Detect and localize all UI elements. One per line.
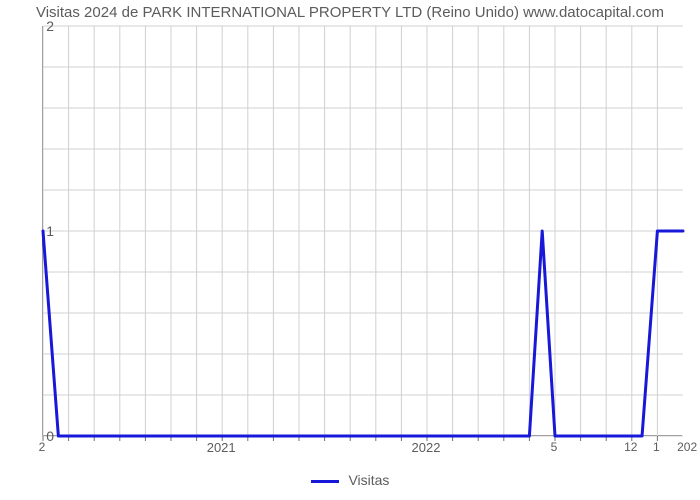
- plot-area: [42, 26, 682, 436]
- horizontal-gridlines: [43, 26, 683, 436]
- legend: Visitas: [0, 472, 700, 488]
- plot-svg: [43, 26, 683, 436]
- x-year-label: 2022: [412, 440, 441, 455]
- y-tick-label: 0: [46, 428, 54, 444]
- x-minor-label: 1: [653, 440, 660, 454]
- y-tick-label: 2: [46, 18, 54, 34]
- chart-container: Visitas 2024 de PARK INTERNATIONAL PROPE…: [0, 0, 700, 500]
- x-year-label: 2021: [207, 440, 236, 455]
- chart-title: Visitas 2024 de PARK INTERNATIONAL PROPE…: [0, 4, 700, 21]
- legend-label: Visitas: [348, 472, 389, 488]
- series-line: [43, 231, 683, 436]
- x-minor-label: 2: [39, 440, 46, 454]
- legend-swatch: [311, 480, 339, 483]
- y-tick-label: 1: [46, 223, 54, 239]
- x-minor-label: 5: [551, 440, 558, 454]
- x-minor-label: 12: [624, 440, 637, 454]
- x-minor-label: 202: [677, 440, 697, 454]
